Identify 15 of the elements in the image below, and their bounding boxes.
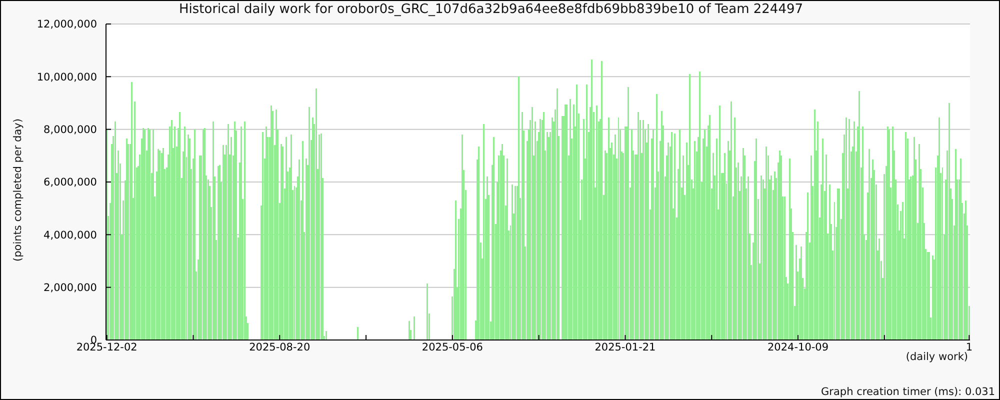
y-tick-label: 2,000,000 xyxy=(44,282,97,294)
x-tick-label: 2024-10-09 xyxy=(768,341,829,354)
x-tick-label: 2025-01-21 xyxy=(594,341,656,354)
y-tick-label: 4,000,000 xyxy=(44,229,97,242)
y-tick-label: 10,000,000 xyxy=(36,71,97,84)
y-tick-label: 12,000,000 xyxy=(36,18,97,31)
chart-title: Historical daily work for orobor0s_GRC_107d6a32b9a64ee8e8fdb69bb839be10 of Team 224497 xyxy=(178,2,804,17)
y-tick-label: 6,000,000 xyxy=(44,176,97,189)
x-tick-label: 1 xyxy=(966,341,973,354)
y-tick-label: 8,000,000 xyxy=(44,124,97,136)
text: Graph creation timer (ms): 0.031 xyxy=(821,386,995,398)
x-tick-label: 2025-05-06 xyxy=(422,341,484,354)
x-axis-title: (daily work) xyxy=(906,351,968,363)
x-tick-label: 2025-08-20 xyxy=(249,341,310,354)
y-axis-title: (points completed per day) xyxy=(12,118,24,262)
